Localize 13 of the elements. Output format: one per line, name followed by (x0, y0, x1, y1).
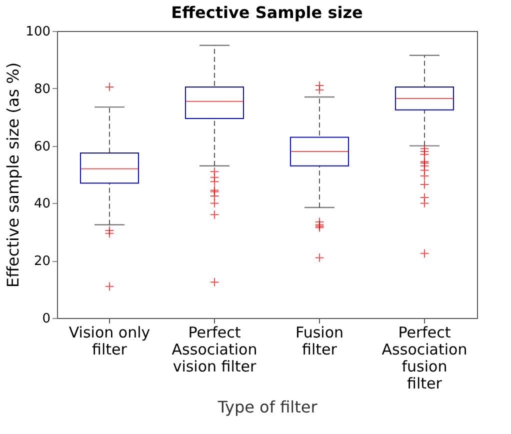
x-tick-label: Fusion filter (296, 324, 344, 358)
y-tick-label: 40 (34, 196, 50, 212)
y-tick-label: 20 (34, 254, 50, 270)
y-tick-label: 80 (34, 82, 50, 97)
x-axis-title: Type of filter (216, 398, 318, 416)
x-tick-label: Perfect Association vision filter (172, 324, 258, 376)
y-axis-title: Effective sample size (as %) (4, 62, 23, 288)
x-tick-label: Vision only filter (68, 324, 150, 358)
x-tick-label: Perfect Association fusion filter (382, 324, 468, 392)
y-tick-label: 0 (42, 312, 50, 326)
y-tick-label: 100 (26, 24, 50, 40)
y-tick-label: 60 (34, 139, 50, 154)
chart-title: Effective Sample size (171, 3, 364, 22)
